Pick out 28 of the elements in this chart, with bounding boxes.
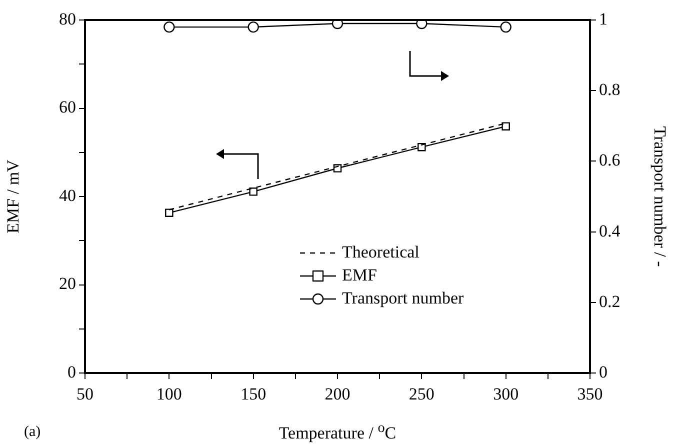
x-tick-label: 150 [240,384,266,404]
x-tick-label: 200 [324,384,350,404]
y2-tick-label: 0.4 [599,221,621,240]
y2-tick-label: 0.2 [599,292,620,311]
x-tick-label: 100 [156,384,182,404]
x-axis-title: Temperature / $^{o}$C [278,420,398,444]
y2-tick-label: 0.8 [599,80,620,100]
legend-label: Transport number [342,288,464,308]
y2-axis-title: Transport number / - [650,126,670,268]
legend-label: EMF [342,265,377,284]
legend-label: Theoretical [342,242,420,262]
y-tick-label: 40 [59,186,76,205]
x-tick-label: 300 [493,384,519,404]
y2-tick-label: 0 [599,362,608,382]
y-tick-label: 20 [59,274,76,294]
point [249,188,258,196]
x-tick-label: 50 [76,384,94,404]
y-tick-label: 80 [59,9,76,28]
x-tick-label: 250 [408,384,434,404]
x-tick-label: 350 [577,384,603,404]
point [502,122,510,130]
y2-tick-label: 1 [599,9,608,28]
y2-tick-label: 0.6 [599,150,620,170]
y-tick-label: 0 [68,362,76,382]
point [165,208,174,217]
y-axis-title: EMF / mV [4,158,23,234]
text: (a) [24,424,41,441]
y-tick-label: 60 [59,98,76,117]
